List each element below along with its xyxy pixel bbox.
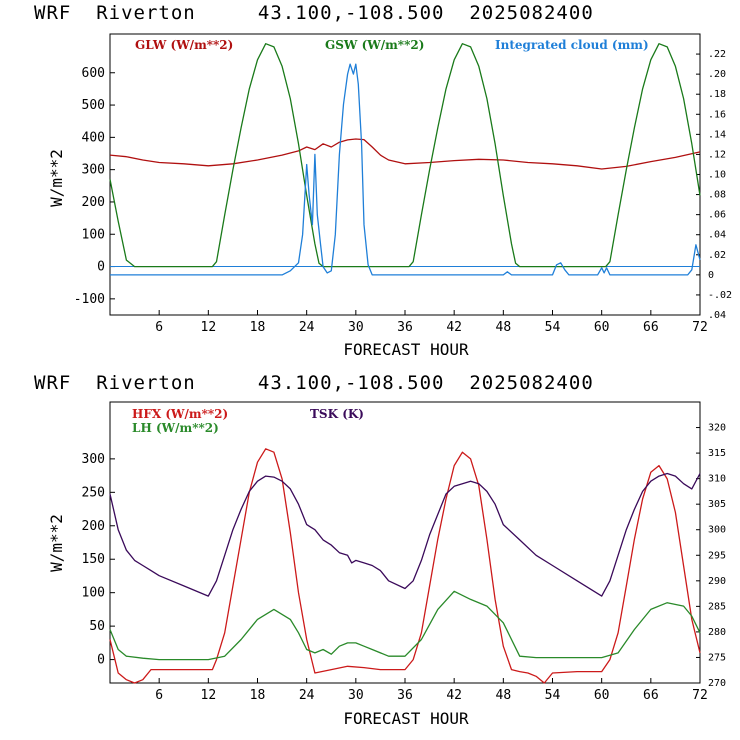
- chart-title-bottom: WRF Riverton 43.100,-108.500 2025082400: [34, 372, 594, 394]
- p0-y2-tick-label-5: .06: [708, 210, 726, 221]
- p0-series-line-2: [110, 63, 701, 276]
- legend-lh: LH (W/m**2): [132, 421, 219, 435]
- p1-y2-tick-label-2: 280: [708, 627, 726, 638]
- p1-series-line-2: [109, 472, 701, 597]
- p1-series-line-1: [109, 590, 701, 661]
- p0-x-tick-label-9: 60: [594, 320, 610, 335]
- p1-y2-tick-label-7: 305: [708, 499, 726, 510]
- p0-y-tick-label-4: 300: [82, 163, 105, 178]
- p0-y2-tick-label-9: .14: [708, 129, 726, 140]
- p1-x-tick-label-1: 12: [201, 688, 217, 703]
- p1-y2-tick-label-8: 310: [708, 474, 726, 485]
- legend-glw: GLW (W/m**2): [135, 38, 233, 52]
- p0-y2-tick-label-2: 0: [708, 270, 714, 281]
- p0-x-tick-label-6: 42: [446, 320, 462, 335]
- p0-y2-tick-label-10: .16: [708, 109, 726, 120]
- p1-y2-tick-label-1: 275: [708, 652, 726, 663]
- p0-x-tick-label-10: 66: [643, 320, 659, 335]
- p1-y2-tick-label-3: 285: [708, 601, 726, 612]
- legend-cloud: Integrated cloud (mm): [495, 38, 649, 52]
- y-axis-label-bottom: W/m**2: [47, 514, 66, 572]
- p1-x-tick-label-3: 24: [299, 688, 315, 703]
- p1-x-tick-label-11: 72: [692, 688, 708, 703]
- p0-x-tick-label-11: 72: [692, 320, 708, 335]
- p0-y2-tick-label-0: .04: [708, 310, 726, 321]
- p0-y2-tick-label-13: .22: [708, 49, 726, 60]
- p0-y2-tick-label-11: .18: [708, 89, 726, 100]
- p0-y-tick-label-3: 200: [82, 195, 105, 210]
- x-axis-label-top: FORECAST HOUR: [343, 340, 469, 359]
- p1-series-line-0: [109, 448, 701, 684]
- p0-x-tick-label-7: 48: [496, 320, 512, 335]
- marks-top: 6 12 18 24 30 36 42 48 54 60 66 72 -100 0 100 200 300 400…: [74, 43, 732, 335]
- p1-y-tick-label-2: 100: [82, 586, 105, 601]
- p0-y-tick-label-6: 500: [82, 98, 105, 113]
- p1-y2-tick-label-10: 320: [708, 423, 726, 434]
- p1-y2-tick-label-6: 300: [708, 525, 726, 536]
- p1-x-tick-label-8: 54: [545, 688, 561, 703]
- legend-hfx: HFX (W/m**2): [132, 407, 228, 421]
- plot-frame-bottom: [109, 401, 701, 684]
- p0-x-tick-label-4: 30: [348, 320, 364, 335]
- panel-top: FORECAST HOUR W/m**2 GLW (W/m**2) GSW (W…: [47, 33, 732, 359]
- p1-x-tick-label-10: 66: [643, 688, 659, 703]
- marks-bottom: 6 12 18 24 30 36 42 48 54 60 66 72 0 50 100 150 200 250 30…: [82, 423, 727, 703]
- p1-y-tick-label-6: 300: [82, 452, 105, 467]
- p1-y-tick-label-0: 0: [97, 653, 105, 668]
- p0-y-tick-label-5: 400: [82, 130, 105, 145]
- p0-y-tick-label-2: 100: [82, 227, 105, 242]
- p0-x-tick-label-8: 54: [545, 320, 561, 335]
- p1-x-tick-label-9: 60: [594, 688, 610, 703]
- p1-y-tick-label-5: 250: [82, 485, 105, 500]
- p1-x-tick-label-4: 30: [348, 688, 364, 703]
- p1-x-tick-label-6: 42: [446, 688, 462, 703]
- p0-series-line-0: [109, 138, 701, 170]
- p0-y2-tick-label-1: -.02: [708, 290, 732, 301]
- p0-x-tick-label-5: 36: [397, 320, 413, 335]
- p1-x-tick-label-7: 48: [496, 688, 512, 703]
- p0-y2-tick-label-7: .10: [708, 170, 726, 181]
- p1-x-tick-label-0: 6: [155, 688, 163, 703]
- p1-y2-tick-label-9: 315: [708, 448, 726, 459]
- p1-y-tick-label-1: 50: [89, 619, 105, 634]
- p0-y-tick-label-0: -100: [74, 292, 105, 307]
- p0-y-tick-label-7: 600: [82, 66, 105, 81]
- p0-y2-tick-label-4: .04: [708, 230, 726, 241]
- p0-y2-tick-label-3: .02: [708, 250, 726, 261]
- legend-gsw: GSW (W/m**2): [325, 38, 424, 52]
- panel-bottom: FORECAST HOUR W/m**2 HFX (W/m**2) LH (W/…: [47, 401, 727, 728]
- legend-tsk: TSK (K): [310, 407, 364, 421]
- p1-y2-tick-label-5: 295: [708, 550, 726, 561]
- p1-y-tick-label-3: 150: [82, 552, 105, 567]
- p0-y-tick-label-1: 0: [97, 260, 105, 275]
- p1-y-tick-label-4: 200: [82, 519, 105, 534]
- plot-frame-top: [109, 33, 701, 316]
- p0-y2-tick-label-8: .12: [708, 149, 726, 160]
- p1-x-tick-label-5: 36: [397, 688, 413, 703]
- y-axis-label-top: W/m**2: [47, 149, 66, 207]
- p0-x-tick-label-2: 18: [250, 320, 266, 335]
- p0-x-tick-label-0: 6: [155, 320, 163, 335]
- p0-x-tick-label-3: 24: [299, 320, 315, 335]
- p0-y2-tick-label-12: .20: [708, 69, 726, 80]
- x-axis-label-bottom: FORECAST HOUR: [343, 709, 469, 728]
- p1-x-tick-label-2: 18: [250, 688, 266, 703]
- chart-title-top: WRF Riverton 43.100,-108.500 2025082400: [34, 2, 594, 24]
- p1-y2-tick-label-0: 270: [708, 678, 726, 689]
- p0-y2-tick-label-6: .08: [708, 190, 726, 201]
- p0-x-tick-label-1: 12: [201, 320, 217, 335]
- p0-series-line-1: [109, 43, 701, 268]
- p1-y2-tick-label-4: 290: [708, 576, 726, 587]
